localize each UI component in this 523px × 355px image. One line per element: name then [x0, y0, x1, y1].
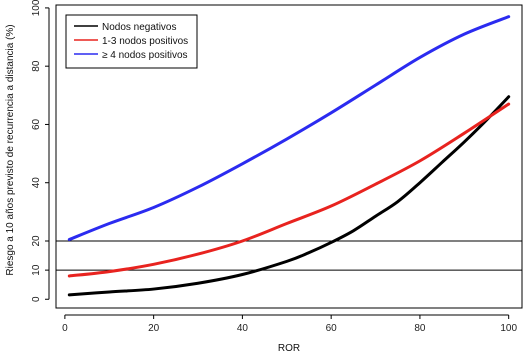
- y-tick-label: 80: [31, 60, 42, 72]
- x-tick-label: 60: [326, 323, 338, 334]
- legend-box: [65, 14, 198, 69]
- y-tick-label: 100: [31, 0, 42, 16]
- series-line-nodos-negativos: [67, 95, 511, 297]
- series-line-1-3-nodos-positivos: [67, 102, 511, 278]
- series-line-4-nodos-positivos: [67, 15, 511, 242]
- reference-lines: [56, 240, 522, 271]
- plot-frame: [55, 4, 523, 309]
- x-axis-title: ROR: [278, 343, 300, 354]
- y-tick-label: 60: [31, 118, 42, 130]
- x-tick-label: 0: [62, 323, 68, 334]
- y-tick-label: 0: [31, 296, 42, 302]
- x-tick-label: 40: [237, 323, 249, 334]
- legend-label-nodos-negativos: Nodos negativos: [102, 22, 177, 33]
- y-tick-label: 20: [31, 235, 42, 247]
- x-axis: 0 20 40 60 80 100: [62, 314, 517, 334]
- y-tick-label: 10: [31, 264, 42, 276]
- x-tick-label: 100: [500, 323, 517, 334]
- x-tick-label: 20: [148, 323, 160, 334]
- y-axis: 0 10 20 40 60 80 100: [31, 0, 50, 302]
- y-axis-title: Riesgo a 10 años previsto de recurrencia…: [5, 24, 16, 275]
- legend-label-4-nodos-positivos: ≥ 4 nodos positivos: [102, 50, 188, 61]
- legend: Nodos negativos 1-3 nodos positivos ≥ 4 no…: [65, 14, 198, 69]
- y-tick-label: 40: [31, 177, 42, 189]
- x-tick-label: 80: [414, 323, 426, 334]
- legend-label-1-3-nodos-positivos: 1-3 nodos positivos: [102, 36, 188, 47]
- series-layer: [67, 15, 511, 297]
